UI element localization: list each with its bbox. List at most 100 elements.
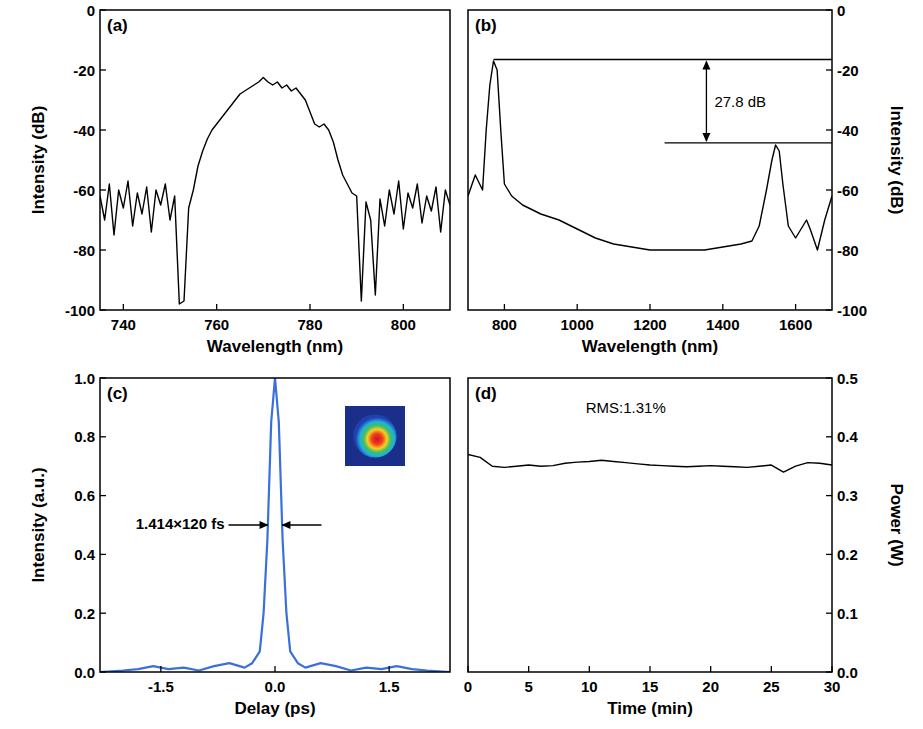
y-tick-label: 0.1 [837,605,858,622]
x-tick-label: 20 [702,678,719,695]
x-axis-title: Delay (ps) [234,699,315,718]
x-tick [504,304,505,310]
y-tick [100,129,106,130]
x-tick-label: 0.0 [265,678,286,695]
y-tick [826,436,832,437]
y-tick-label: 0.6 [74,487,95,504]
y-tick [100,69,106,70]
plot-frame [468,378,832,672]
y-tick [826,249,832,250]
x-tick [309,304,310,310]
y-tick-label: 0.0 [837,664,858,681]
x-tick-label: 800 [391,316,416,333]
x-tick-label: 760 [204,316,229,333]
panel-label: (a) [107,16,128,35]
y-tick [826,309,832,310]
x-tick [528,666,529,672]
x-tick [795,304,796,310]
x-tick [710,666,711,672]
plot-data [468,61,832,250]
x-tick-label: 25 [763,678,780,695]
panel: 8001000120014001600-100-80-60-40-200Wave… [468,2,906,357]
y-tick-label: -80 [837,242,859,259]
x-tick [722,304,723,310]
y-tick [826,9,832,10]
y-tick [826,377,832,378]
y-tick-label: 0 [837,2,845,19]
arrow-head [281,521,290,529]
y-tick-label: 0 [87,2,95,19]
x-axis-title: Wavelength (nm) [582,337,718,356]
panel-label: (d) [475,384,497,403]
x-tick-label: 0 [464,678,472,695]
series-line [100,78,450,305]
x-tick [274,666,275,672]
x-tick-label: 800 [492,316,517,333]
plot-frame [468,10,832,310]
panel: -1.50.01.50.00.20.40.60.81.0Delay (ps)In… [29,370,451,719]
y-tick [100,309,106,310]
x-tick [771,666,772,672]
plot-data [100,78,450,305]
y-tick [100,495,106,496]
arrow-head [260,521,269,529]
y-tick-label: -100 [65,302,95,319]
y-tick [100,613,106,614]
x-tick-label: 1200 [633,316,666,333]
panel: 0510152025300.00.10.20.30.40.5Time (min)… [464,370,906,719]
annotation-text: 1.414×120 fs [136,515,225,532]
series-line [468,454,832,472]
x-tick [649,666,650,672]
difference-arrow [706,62,707,141]
x-axis-title: Time (min) [607,699,693,718]
y-tick [826,495,832,496]
x-tick-label: 1.5 [379,678,400,695]
y-tick-label: -20 [73,62,95,79]
y-tick [826,69,832,70]
y-tick [100,189,106,190]
figure: 740760780800-100-80-60-40-200Wavelength … [0,0,923,729]
plot-data [468,454,832,472]
y-tick-label: -40 [837,122,859,139]
y-tick-label: 1.0 [74,370,95,387]
plot-data [100,378,450,672]
x-tick-label: 1000 [561,316,594,333]
x-tick [467,666,468,672]
y-tick [826,671,832,672]
y-tick [826,189,832,190]
y-tick-label: -20 [837,62,859,79]
y-tick [100,436,106,437]
x-tick [403,304,404,310]
y-tick [100,249,106,250]
x-tick [649,304,650,310]
x-tick [123,304,124,310]
x-tick-label: 30 [824,678,841,695]
x-tick-label: 15 [642,678,659,695]
x-tick-label: 10 [581,678,598,695]
y-axis-title: Intensity (dB) [887,106,906,215]
level-line [493,59,832,60]
y-tick-label: 0.8 [74,428,95,445]
annotation: 1.414×120 fs [136,515,322,532]
annotation-text: RMS:1.31% [586,399,666,416]
panel: 740760780800-100-80-60-40-200Wavelength … [29,2,451,357]
y-tick [100,554,106,555]
y-tick [826,613,832,614]
y-tick-label: 0.2 [837,546,858,563]
y-tick-label: -40 [73,122,95,139]
y-axis-title: Intensity (dB) [29,106,48,215]
y-tick-label: -100 [837,302,867,319]
x-tick [589,666,590,672]
y-tick-label: 0.3 [837,487,858,504]
panel-label: (b) [475,16,497,35]
y-tick-label: 0.4 [74,546,96,563]
x-tick-label: 780 [297,316,322,333]
y-tick [826,554,832,555]
y-axis-title: Power (W) [887,483,906,566]
y-tick [100,671,106,672]
y-tick-label: -60 [73,182,95,199]
x-tick [831,666,832,672]
y-tick [100,377,106,378]
arrow-head [702,133,710,142]
plot-frame [100,378,450,672]
